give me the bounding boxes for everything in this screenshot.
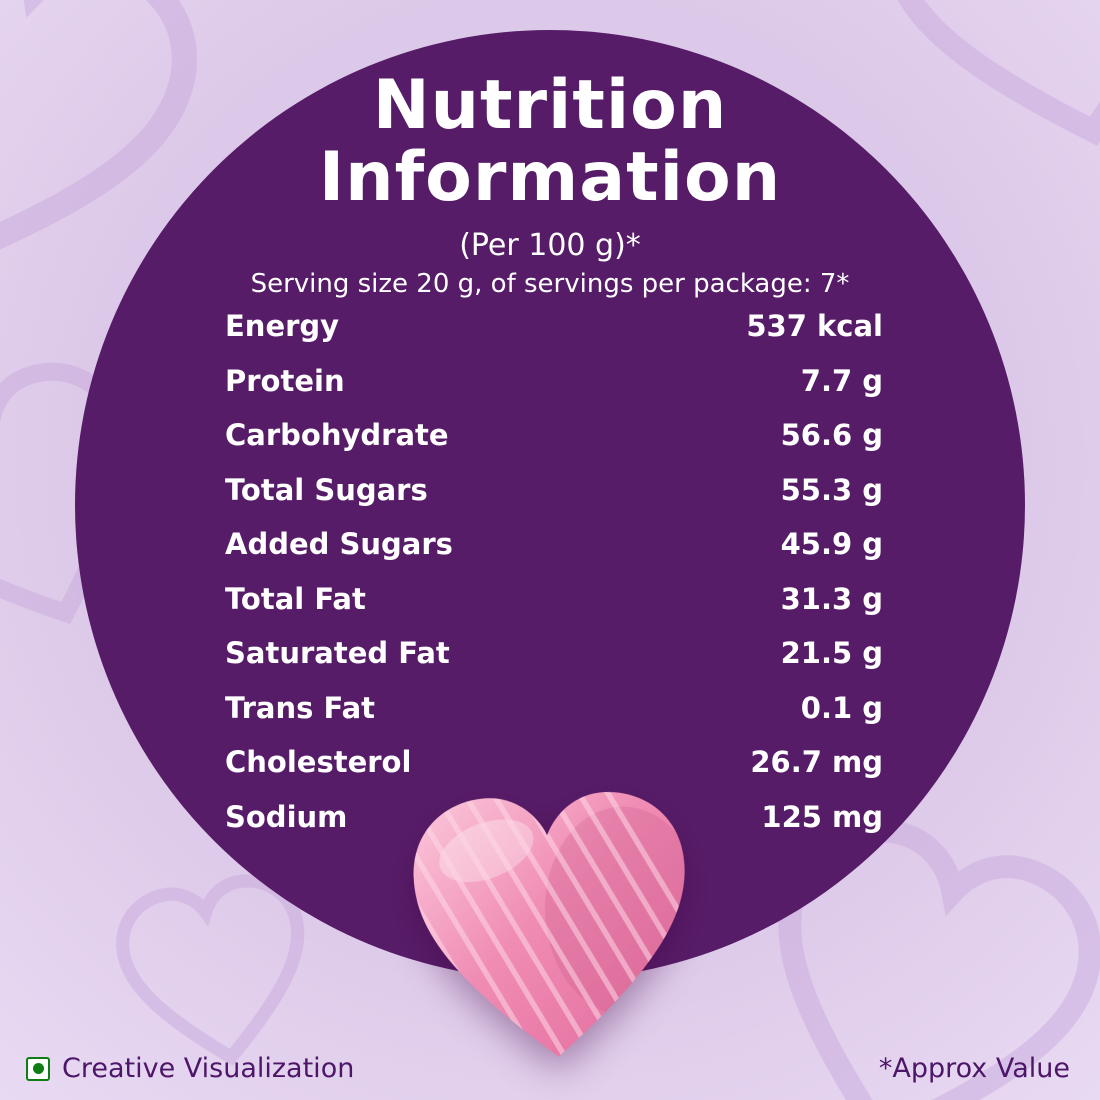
nutrient-label: Protein bbox=[225, 363, 345, 398]
nutrition-row: Protein 7.7 g bbox=[225, 364, 883, 419]
nutrient-label: Carbohydrate bbox=[225, 418, 449, 453]
title-line-1: Nutrition bbox=[372, 66, 728, 145]
nutrient-value: 26.7 mg bbox=[750, 745, 883, 780]
nutrient-label: Saturated Fat bbox=[225, 636, 450, 671]
nutrient-value: 537 kcal bbox=[746, 309, 883, 344]
per-basis-text: (Per 100 g)* bbox=[459, 228, 641, 264]
nutrition-row: Added Sugars 45.9 g bbox=[225, 527, 883, 582]
nutrient-label: Total Sugars bbox=[225, 472, 428, 507]
nutrient-label: Trans Fat bbox=[225, 690, 376, 725]
nutrient-value: 7.7 g bbox=[800, 363, 883, 398]
nutrition-row: Total Fat 31.3 g bbox=[225, 582, 883, 637]
title-line-2: Information bbox=[318, 138, 782, 218]
nutrient-value: 56.6 g bbox=[780, 418, 883, 453]
nutrition-row: Cholesterol 26.7 mg bbox=[225, 745, 883, 800]
nutrient-label: Sodium bbox=[225, 799, 348, 834]
nutrition-row: Saturated Fat 21.5 g bbox=[225, 636, 883, 691]
creative-visualization-label: Creative Visualization bbox=[62, 1053, 355, 1084]
footer-left: Creative Visualization bbox=[26, 1053, 354, 1084]
nutrient-value: 45.9 g bbox=[780, 527, 883, 562]
nutrient-value: 0.1 g bbox=[800, 690, 883, 725]
nutrition-row: Sodium 125 mg bbox=[225, 800, 883, 855]
nutrient-label: Energy bbox=[225, 309, 340, 344]
nutrient-label: Cholesterol bbox=[225, 745, 412, 780]
heart-chocolate-image bbox=[390, 767, 714, 1088]
nutrition-row: Trans Fat 0.1 g bbox=[225, 691, 883, 746]
nutrient-value: 55.3 g bbox=[780, 472, 883, 507]
nutrition-row: Energy 537 kcal bbox=[225, 309, 883, 364]
nutrient-label: Added Sugars bbox=[225, 527, 453, 562]
nutrition-panel-circle: Nutrition Information (Per 100 g)* Servi… bbox=[75, 30, 1025, 980]
nutrient-value: 125 mg bbox=[761, 799, 883, 834]
nutrient-value: 31.3 g bbox=[780, 581, 883, 616]
nutrition-table: Energy 537 kcal Protein 7.7 g Carbohydra… bbox=[225, 309, 883, 854]
nutrient-label: Total Fat bbox=[225, 581, 366, 616]
nutrition-row: Carbohydrate 56.6 g bbox=[225, 418, 883, 473]
serving-info-text: Serving size 20 g, of servings per packa… bbox=[250, 269, 850, 300]
veg-mark-icon bbox=[26, 1056, 50, 1081]
approx-value-label: *Approx Value bbox=[878, 1053, 1070, 1084]
nutrient-value: 21.5 g bbox=[780, 636, 883, 671]
nutrition-row: Total Sugars 55.3 g bbox=[225, 473, 883, 528]
page-title: Nutrition Information bbox=[75, 66, 1025, 218]
